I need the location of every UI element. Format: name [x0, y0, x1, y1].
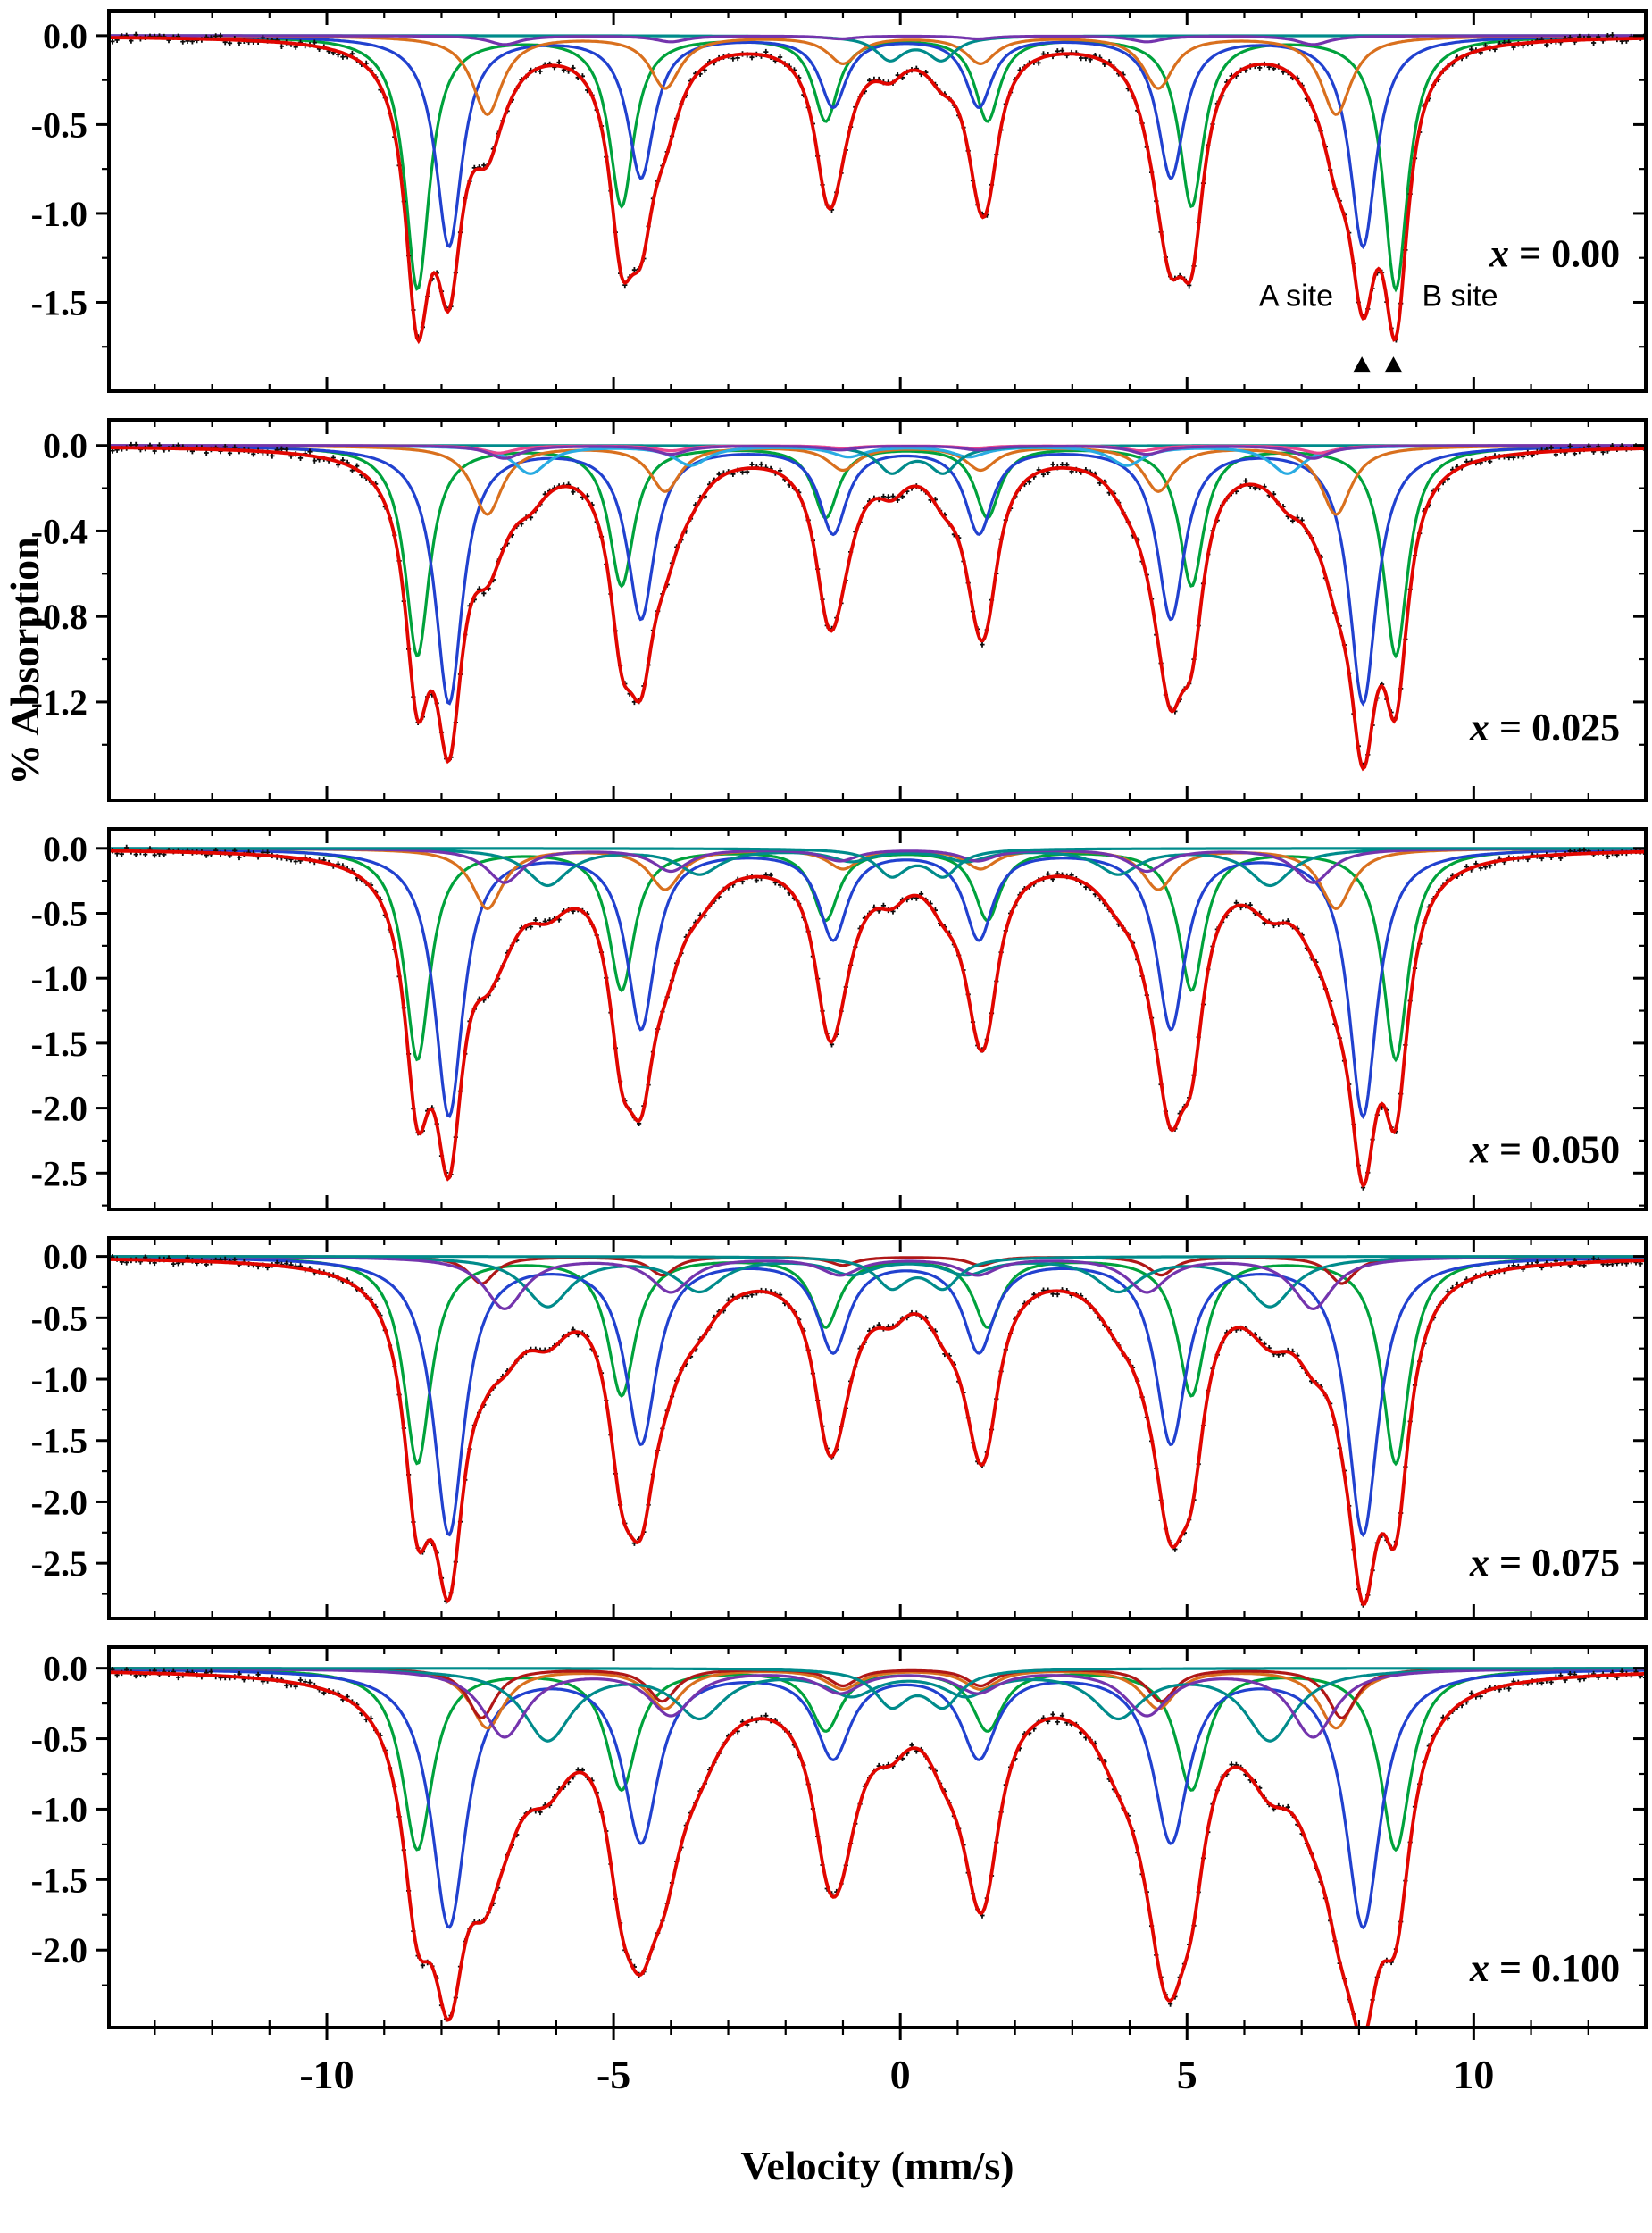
y-tick-label: -0.4 — [31, 511, 88, 551]
spectrum-panel-5: 0.0 -0.5 -1.0 -1.5 -2.0 x = 0.100 — [31, 1645, 1648, 2040]
y-tick-label: -0.5 — [31, 105, 88, 145]
total-fit-curve — [111, 36, 1644, 345]
panel-frame — [107, 418, 1648, 802]
y-axis-title: % Absorption — [2, 537, 47, 785]
y-tick-label: -0.8 — [31, 597, 88, 637]
y-tick-label: -2.0 — [31, 1482, 88, 1522]
y-tick-label: -0.5 — [31, 1719, 88, 1760]
component-curve-central-doublet — [111, 847, 1644, 879]
y-tick-label: -1.0 — [31, 958, 88, 999]
total-fit-curve — [111, 446, 1644, 772]
component-curve-b-site-sextet — [111, 848, 1644, 1063]
total-fit-curve — [111, 1258, 1644, 1606]
y-tick-label: 0.0 — [43, 1649, 88, 1689]
experimental-data-points — [111, 1667, 1644, 2026]
y-tick-label: -0.5 — [31, 1298, 88, 1338]
y-tick-label: -2.5 — [31, 1543, 88, 1584]
a-site-label: A site — [1259, 279, 1333, 313]
component-curve-sextet-6 — [111, 1667, 1644, 1739]
panel-composition-label: x = 0.100 — [1469, 1946, 1620, 1990]
component-curve-sextet-3 — [111, 34, 1644, 117]
component-curve-a-site-sextet — [111, 445, 1644, 707]
component-curve-a-site-sextet — [111, 35, 1644, 249]
y-tick-label: 0.0 — [43, 16, 88, 56]
total-fit-curve — [111, 1670, 1644, 2026]
x-axis-tick-labels: -10 -5 0 5 10 — [299, 2052, 1494, 2097]
y-tick-label: -1.0 — [31, 194, 88, 234]
panel-composition-label: x = 0.00 — [1489, 232, 1620, 276]
y-tick-label: -2.5 — [31, 1153, 88, 1193]
y-tick-label: -1.5 — [31, 1860, 88, 1900]
component-curve-a-site-sextet — [111, 848, 1644, 1119]
a-site-marker-triangle-icon — [1353, 356, 1372, 373]
y-tick-label: -1.0 — [31, 1359, 88, 1400]
spectrum-panel-3: 0.0 -0.5 -1.0 -1.5 -2.0 -2.5 x = 0.050 — [31, 827, 1648, 1211]
component-curve-a-site-sextet — [111, 1668, 1644, 1930]
y-tick-label: -1.2 — [31, 682, 88, 723]
experimental-data-points — [111, 844, 1644, 1191]
y-tick-label: -1.5 — [31, 282, 88, 322]
component-curve-sextet-4 — [111, 34, 1644, 46]
y-tick-label: -1.5 — [31, 1024, 88, 1064]
component-curve-central-doublet — [111, 1255, 1644, 1292]
experimental-data-points — [111, 441, 1644, 769]
component-curve-b-site-sextet — [111, 35, 1644, 293]
panel-composition-label: x = 0.025 — [1469, 706, 1620, 749]
panel-frame — [107, 827, 1648, 1211]
y-tick-label: -1.0 — [31, 1789, 88, 1829]
y-tick-label: -2.0 — [31, 1930, 88, 1970]
component-curve-b-site-sextet — [111, 1256, 1644, 1467]
panel-frame — [107, 9, 1648, 393]
component-curve-central-doublet — [111, 1667, 1644, 1710]
y-tick-label: 0.0 — [43, 1237, 88, 1277]
experimental-data-points — [111, 1254, 1644, 1608]
panel-frame — [107, 1645, 1648, 2029]
component-curve-sextet-3 — [111, 444, 1644, 516]
x-tick-label: 10 — [1453, 2052, 1494, 2097]
component-curve-sextet-5 — [111, 1255, 1644, 1311]
component-curve-sextet-6 — [111, 444, 1644, 460]
x-tick-label: 5 — [1177, 2052, 1197, 2097]
x-tick-label: -10 — [299, 2052, 354, 2097]
experimental-data-points — [111, 31, 1644, 343]
b-site-label: B site — [1423, 279, 1498, 313]
x-tick-label: 0 — [890, 2052, 911, 2097]
x-tick-label: -5 — [597, 2052, 630, 2097]
spectrum-panel-4: 0.0 -0.5 -1.0 -1.5 -2.0 -2.5 x = 0.075 — [31, 1236, 1648, 1620]
spectrum-panel-2: 0.0 -0.4 -0.8 -1.2 x = 0.025 — [31, 418, 1648, 802]
y-tick-label: -0.5 — [31, 894, 88, 934]
x-axis-title: Velocity (mm/s) — [740, 2143, 1014, 2188]
panel-composition-label: x = 0.050 — [1469, 1128, 1620, 1172]
y-tick-label: -1.5 — [31, 1421, 88, 1461]
b-site-marker-triangle-icon — [1384, 356, 1403, 373]
y-tick-label: -2.0 — [31, 1089, 88, 1129]
spectrum-panel-1: 0.0 -0.5 -1.0 -1.5 x = 0.00 A site B site — [31, 9, 1648, 393]
total-fit-curve — [111, 849, 1644, 1188]
y-tick-label: 0.0 — [43, 426, 88, 466]
panel-composition-label: x = 0.075 — [1469, 1541, 1620, 1585]
y-tick-label: 0.0 — [43, 829, 88, 869]
panel-frame — [107, 1236, 1648, 1620]
